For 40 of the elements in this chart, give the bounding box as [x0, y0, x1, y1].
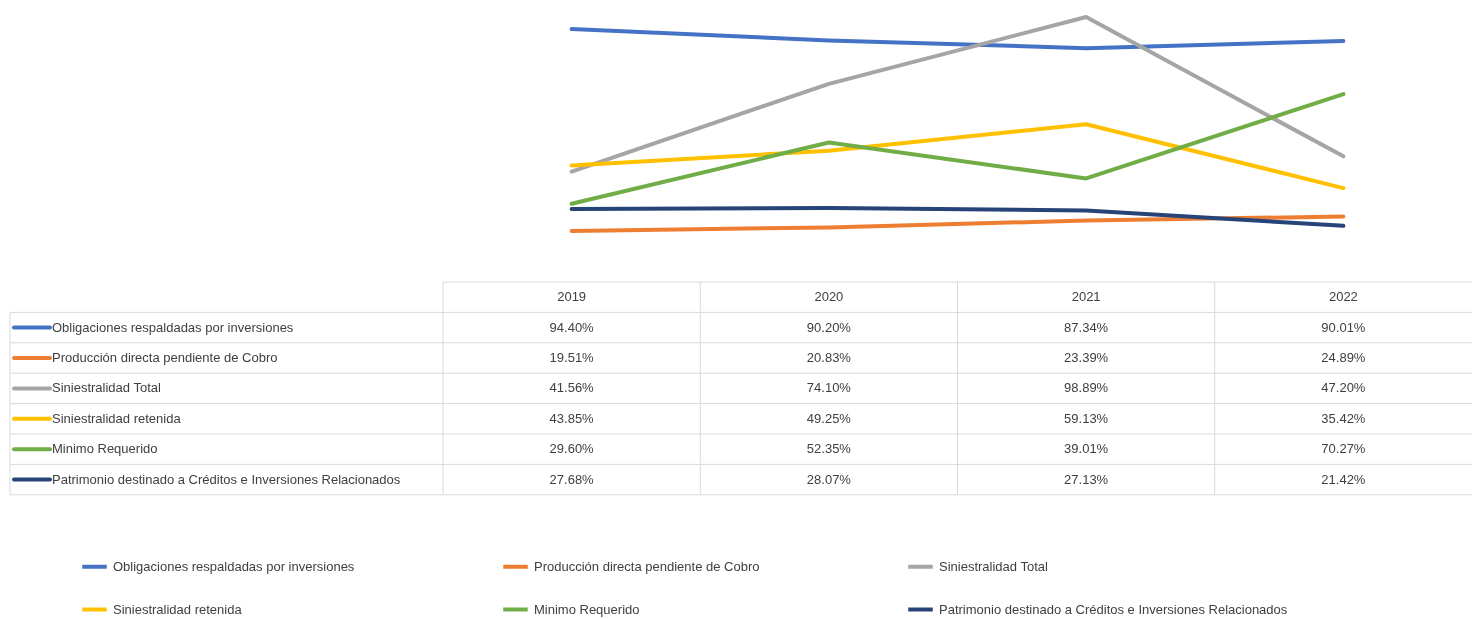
- data-label: 52.35%: [806, 441, 852, 457]
- data-label: 94.40%: [549, 319, 595, 335]
- text: Patrimonio destinado a Créditos e Inversiones Relacionados: [939, 601, 1288, 617]
- data-label: 41.56%: [549, 380, 595, 396]
- text: Producción directa pendiente de Cobro: [534, 558, 760, 574]
- legend-label: Siniestralidad retenida: [52, 410, 182, 426]
- data-label: 28.07%: [806, 471, 852, 487]
- text: Siniestralidad Total: [52, 380, 161, 396]
- data-label: 21.42%: [1321, 471, 1366, 487]
- data-label: 29.60%: [549, 441, 595, 457]
- data-label: 87.34%: [1064, 319, 1109, 335]
- data-label: 19.51%: [549, 350, 595, 365]
- data-label: 27.13%: [1064, 471, 1109, 487]
- data-label: 20.83%: [806, 350, 852, 365]
- legend-label: Producción directa pendiente de Cobro: [52, 350, 278, 365]
- data-label: 35.42%: [1321, 410, 1366, 426]
- data-label: 90.01%: [1321, 319, 1366, 335]
- data-label: 98.89%: [1064, 380, 1109, 396]
- legend-label: Siniestralidad Total: [939, 558, 1048, 574]
- data-label: 70.27%: [1321, 441, 1366, 457]
- legend-label: Obligaciones respaldadas por inversiones: [52, 319, 294, 335]
- text: Siniestralidad retenida: [113, 601, 242, 617]
- text: Obligaciones respaldadas por inversiones: [113, 558, 355, 574]
- data-label: 49.25%: [806, 410, 852, 426]
- text: Minimo Requerido: [52, 441, 158, 457]
- x-tick-label: 2021: [1071, 289, 1101, 305]
- data-label: 59.13%: [1064, 410, 1109, 426]
- data-label: 23.39%: [1064, 350, 1109, 365]
- data-label: 24.89%: [1321, 350, 1366, 365]
- legend-label: Patrimonio destinado a Créditos e Inversiones Relacionados: [52, 471, 401, 487]
- data-label: 43.85%: [549, 410, 595, 426]
- legend-label: Minimo Requerido: [534, 601, 640, 617]
- data-label: 74.10%: [806, 380, 852, 396]
- data-label: 90.20%: [806, 319, 852, 335]
- data-label: 27.68%: [549, 471, 595, 487]
- x-tick-label: 2020: [814, 289, 844, 305]
- data-label: 39.01%: [1064, 441, 1109, 457]
- x-tick-label: 2022: [1328, 289, 1358, 305]
- x-tick-label: 2019: [557, 289, 587, 305]
- data-label: 47.20%: [1321, 380, 1366, 396]
